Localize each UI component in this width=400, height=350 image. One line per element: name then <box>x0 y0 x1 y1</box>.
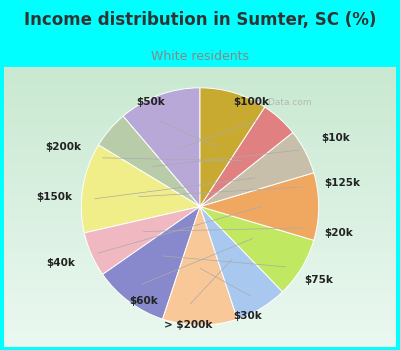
Bar <box>4 173 396 178</box>
Wedge shape <box>81 145 200 233</box>
Wedge shape <box>162 206 238 325</box>
Bar <box>4 251 396 257</box>
Bar <box>4 162 396 167</box>
Bar <box>4 106 396 111</box>
Text: $200k: $200k <box>45 142 81 152</box>
Bar <box>4 150 396 156</box>
Text: > $200k: > $200k <box>164 320 212 330</box>
Bar <box>4 167 396 173</box>
Bar <box>4 139 396 145</box>
Text: $75k: $75k <box>304 275 333 285</box>
Bar <box>4 100 396 106</box>
Bar <box>4 134 396 139</box>
Bar <box>4 290 396 296</box>
Bar <box>4 318 396 324</box>
Text: $30k: $30k <box>233 311 262 321</box>
Bar <box>4 240 396 246</box>
Text: $125k: $125k <box>325 178 361 188</box>
Bar <box>4 94 396 100</box>
Bar <box>4 78 396 83</box>
Text: $40k: $40k <box>46 258 75 268</box>
Text: White residents: White residents <box>151 49 249 63</box>
Bar <box>4 307 396 313</box>
Bar <box>4 66 396 72</box>
Bar <box>4 83 396 89</box>
Bar <box>4 178 396 184</box>
Bar <box>4 229 396 234</box>
Bar <box>4 223 396 229</box>
Wedge shape <box>123 88 200 206</box>
Bar <box>4 341 396 346</box>
Text: Income distribution in Sumter, SC (%): Income distribution in Sumter, SC (%) <box>24 10 376 29</box>
Text: City-Data.com: City-Data.com <box>248 98 312 107</box>
Text: $150k: $150k <box>36 192 72 202</box>
Bar <box>4 145 396 150</box>
Bar <box>4 195 396 201</box>
Wedge shape <box>98 116 200 206</box>
Wedge shape <box>200 206 282 319</box>
Bar <box>4 111 396 117</box>
Wedge shape <box>200 133 314 206</box>
Bar <box>4 324 396 330</box>
Wedge shape <box>200 173 319 240</box>
Bar <box>4 262 396 268</box>
Bar <box>4 313 396 319</box>
Bar <box>4 89 396 95</box>
Text: $10k: $10k <box>321 133 350 143</box>
Bar <box>4 257 396 262</box>
Wedge shape <box>103 206 200 319</box>
Text: $60k: $60k <box>129 296 158 307</box>
Bar <box>4 296 396 302</box>
Bar <box>4 122 396 128</box>
Bar <box>4 218 396 223</box>
Bar <box>4 234 396 240</box>
Text: $50k: $50k <box>136 97 164 107</box>
Bar <box>4 201 396 206</box>
Wedge shape <box>200 88 265 206</box>
Bar <box>4 190 396 195</box>
Bar <box>4 128 396 134</box>
Bar <box>4 156 396 162</box>
Bar <box>4 335 396 341</box>
Text: $100k: $100k <box>233 97 269 107</box>
Wedge shape <box>84 206 200 274</box>
Bar <box>4 302 396 307</box>
Bar <box>4 330 396 335</box>
Bar <box>4 184 396 190</box>
Bar <box>4 206 396 212</box>
Wedge shape <box>200 206 314 292</box>
Bar <box>4 72 396 78</box>
Bar <box>4 212 396 218</box>
Bar <box>4 246 396 251</box>
Text: $20k: $20k <box>325 228 353 238</box>
Bar <box>4 274 396 279</box>
Bar <box>4 279 396 285</box>
Bar <box>4 285 396 290</box>
Wedge shape <box>200 107 293 206</box>
Bar <box>4 117 396 122</box>
Bar <box>4 268 396 274</box>
